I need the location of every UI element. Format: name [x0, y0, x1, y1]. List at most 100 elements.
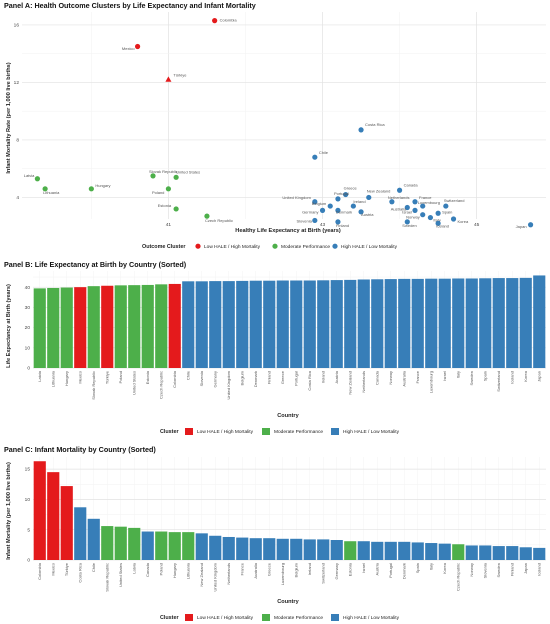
panel-c-bar-israel: [357, 541, 370, 560]
point-france: [412, 199, 418, 205]
panel-c-bar-slovenia: [479, 545, 492, 560]
panel-b-tick-new-zealand: New Zealand: [348, 371, 353, 395]
panel-c-bar-belgium: [290, 538, 303, 560]
legend-swatch-moderate: [262, 614, 270, 621]
panel-b-tick-germany: Germany: [213, 371, 218, 387]
panel-b-bar-ireland: [317, 280, 330, 368]
panel-b-bar-canada: [371, 279, 384, 368]
point-italy: [427, 214, 434, 221]
legend-label-moderate: Moderate Performance: [274, 615, 323, 621]
panel-c-bar-czech-republic: [452, 544, 465, 560]
panel-b-tick-denmark: Denmark: [253, 371, 258, 387]
point-slovak-republic: [150, 173, 156, 179]
point-label-netherlands: Netherlands: [388, 195, 410, 200]
point-switzerland: [443, 203, 449, 209]
panel-b-tick-switzerland: Switzerland: [496, 371, 501, 392]
panel-c-bar-austria: [371, 541, 384, 560]
panel-c-tick-canada: Canada: [145, 562, 150, 577]
panel-b-tick-norway: Norway: [388, 371, 393, 385]
point-mexico: [134, 43, 141, 50]
panel-b-bar-latvia: [33, 288, 46, 368]
point-label-t-rkiye: Türkiye: [173, 73, 187, 78]
point-label-spain: Spain: [442, 209, 452, 214]
panel-c-tick-poland: Poland: [159, 563, 164, 575]
panel-b-legend: Cluster Low HALE / High Mortality Modera…: [160, 428, 400, 435]
panel-c-tick-japan: Japan: [523, 563, 528, 574]
panel-c-tick-lithuania: Lithuania: [186, 562, 191, 579]
point-label-slovenia: Slovenia: [296, 218, 312, 223]
panel-c-tick-hungary: Hungary: [172, 563, 177, 578]
point-label-hungary: Hungary: [95, 183, 110, 188]
point-label-colombia: Colombia: [220, 18, 238, 23]
panel-b-bar-portugal: [290, 280, 303, 368]
panel-c-tick-korea: Korea: [442, 562, 447, 573]
panel-b-bar-norway: [384, 279, 397, 368]
y-tick-label: 0: [27, 558, 30, 564]
panel-c-bar-poland: [155, 531, 168, 560]
panel-b-bar-australia: [398, 278, 411, 368]
point-czech-republic: [204, 213, 210, 219]
point-latvia: [34, 176, 41, 182]
point-israel: [412, 207, 418, 213]
panel-b-bar-chile: [182, 281, 195, 368]
point-sweden: [404, 219, 410, 225]
y-tick-label: 10: [25, 345, 31, 351]
panel-c-tick-israel: Israel: [361, 563, 366, 573]
y-tick-label: 20: [25, 325, 31, 331]
point-australia: [404, 204, 410, 211]
point-luxembourg: [420, 203, 426, 209]
panel-b-tick-lithuania: Lithuania: [51, 370, 56, 387]
panel-b-tick-spain: Spain: [483, 371, 488, 381]
panel-c-tick-finland: Finland: [510, 563, 515, 576]
panel-c-bar-switzerland: [317, 539, 330, 560]
point-label-luxembourg: Luxembourg: [418, 200, 440, 205]
panel-c-tick-estonia: Estonia: [348, 562, 353, 576]
legend-swatch-low: [185, 614, 193, 621]
point-japan: [527, 222, 534, 228]
point-lithuania: [42, 186, 48, 192]
panel-b-tick-iceland: Iceland: [510, 371, 515, 384]
panel-b-tick-israel: Israel: [442, 371, 447, 381]
y-tick-label: 30: [25, 305, 31, 311]
panel-b-bar-netherlands: [357, 279, 370, 368]
panel-c-tick-norway: Norway: [469, 563, 474, 577]
panel-b-tick-czech-republic: Czech Republic: [159, 371, 164, 399]
legend-swatch-low: [185, 428, 193, 435]
panel-b-bar-czech-republic: [155, 284, 168, 368]
panel-b-tick-estonia: Estonia: [145, 370, 150, 384]
legend-swatch-low: [195, 243, 201, 249]
panel-c-bar-latvia: [128, 527, 141, 560]
panel-b-bar-mexico: [74, 287, 87, 368]
panel-b-tick-ireland: Ireland: [321, 371, 326, 383]
point-greece: [343, 191, 349, 198]
panel-b-tick-mexico: Mexico: [78, 370, 83, 383]
panel-c-tick-australia: Australia: [253, 562, 258, 578]
legend-label-high: High HALE / Low Mortality: [341, 244, 398, 250]
panel-b-tick-japan: Japan: [537, 371, 542, 382]
panel-c-bar-canada: [141, 531, 154, 560]
point-slovenia: [312, 217, 318, 224]
panel-b-bar-t-rkiye: [101, 285, 114, 368]
point-label-australia: Australia: [391, 207, 407, 212]
panel-c-tick-colombia: Colombia: [37, 562, 42, 580]
panel-c-tick-denmark: Denmark: [402, 563, 407, 579]
panel-b-tick-australia: Australia: [402, 370, 407, 386]
y-tick-label: 8: [16, 138, 19, 144]
point-costa-rica: [358, 127, 364, 133]
panel-c-bar-colombia: [33, 461, 46, 560]
panel-c-tick-belgium: Belgium: [294, 562, 299, 577]
panel-c: Panel C: Infant Mortality by Country (So…: [4, 445, 546, 621]
panel-b-legend-title: Cluster: [160, 429, 179, 435]
panel-b-bar-hungary: [60, 287, 73, 368]
panel-c-y-axis-label: Infant Mortality (per 1,000 live births): [6, 462, 12, 560]
panel-c-tick-greece: Greece: [267, 562, 272, 576]
point-iceland: [435, 220, 441, 226]
panel-b-bar-luxembourg: [425, 278, 438, 368]
panel-b-tick-portugal: Portugal: [294, 371, 299, 386]
point-new-zealand: [366, 194, 372, 201]
panel-c-bar-hungary: [168, 532, 181, 560]
panel-b-title: Panel B: Life Expectancy at Birth by Cou…: [4, 260, 187, 269]
panel-c-tick-slovak-republic: Slovak Republic: [105, 563, 110, 592]
panel-b-tick-luxembourg: Luxembourg: [429, 371, 434, 393]
legend-swatch-moderate: [272, 243, 278, 249]
